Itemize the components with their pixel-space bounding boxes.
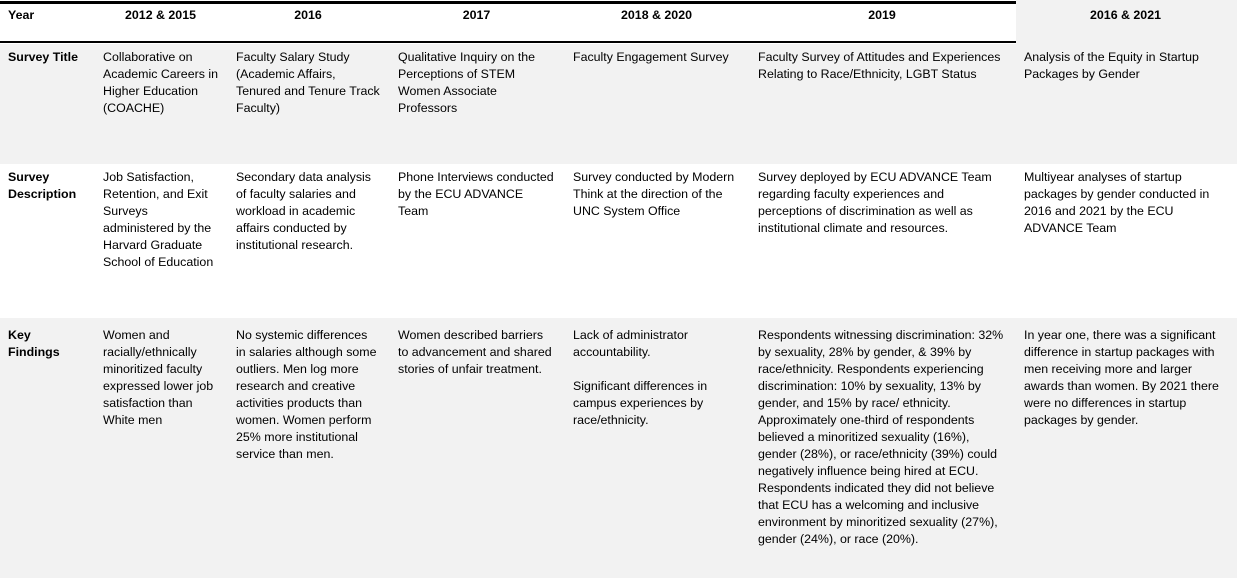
survey-description-cell: Survey conducted by Modern Think at the … (573, 170, 735, 218)
row-label-key-findings: Key Findings (0, 318, 95, 578)
key-findings-cell: In year one, there was a significant dif… (1016, 318, 1237, 578)
survey-description-cell: Secondary data analysis of faculty salar… (236, 170, 372, 252)
key-findings-cell: Women described barriers to advancement … (390, 318, 565, 578)
survey-description-cell: Job Satisfaction, Retention, and Exit Su… (103, 170, 214, 269)
survey-title-cell: Analysis of the Equity in Startup Packag… (1016, 44, 1237, 164)
table-top-border (0, 1, 1016, 4)
survey-title-cell: Faculty Salary Study (Academic Affairs, … (228, 44, 390, 164)
key-findings-cell: Women and racially/ethnically minoritize… (95, 318, 228, 578)
row-label-survey-description: Survey Description (8, 170, 77, 201)
header-underline (0, 41, 1016, 43)
year-header: 2016 & 2021 (1016, 0, 1237, 44)
key-findings-cell: No systemic differences in salaries alth… (228, 318, 390, 578)
year-row-label: Year (8, 8, 35, 22)
year-header: 2017 (462, 8, 491, 22)
key-findings-cell: Lack of administrator accountability. Si… (565, 318, 750, 578)
survey-description-cell: Phone Interviews conducted by the ECU AD… (398, 170, 554, 218)
survey-description-cell: Survey deployed by ECU ADVANCE Team rega… (758, 170, 992, 235)
survey-description-cell: Multiyear analyses of startup packages b… (1024, 170, 1210, 235)
year-header: 2016 (294, 8, 322, 22)
row-label-survey-title: Survey Title (0, 44, 95, 164)
survey-title-cell: Faculty Engagement Survey (565, 44, 750, 164)
key-findings-cell: Respondents witnessing discrimination: 3… (750, 318, 1016, 578)
survey-title-cell: Faculty Survey of Attitudes and Experien… (750, 44, 1016, 164)
year-header: 2018 & 2020 (621, 8, 692, 22)
year-header: 2012 & 2015 (125, 8, 196, 22)
year-header: 2019 (868, 8, 896, 22)
survey-title-cell: Qualitative Inquiry on the Perceptions o… (390, 44, 565, 164)
survey-title-cell: Collaborative on Academic Careers in Hig… (95, 44, 228, 164)
